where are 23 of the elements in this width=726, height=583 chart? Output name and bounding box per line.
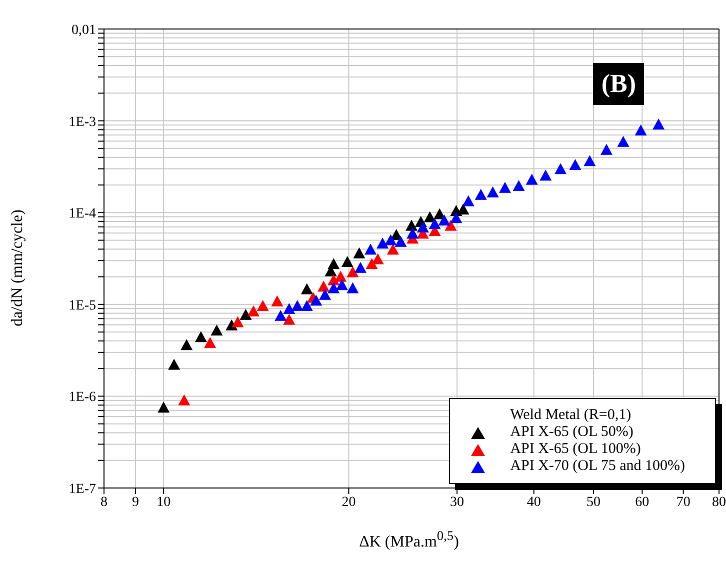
- y-tick-label: 1E-6: [68, 390, 96, 406]
- x-tick-label: 30: [450, 494, 464, 510]
- x-tick-label: 10: [156, 494, 171, 510]
- x-tick-label: 40: [526, 494, 541, 510]
- x-axis-title: ΔK (MPa.m$^{0,5}$): [358, 528, 460, 552]
- legend-label: API X-70 (OL 75 and 100%): [510, 458, 685, 475]
- x-tick-label: 60: [635, 494, 650, 510]
- y-tick-label: 1E-4: [68, 206, 96, 222]
- x-tick-label: 50: [586, 494, 600, 510]
- x-tick-label: 70: [676, 494, 690, 510]
- x-tick-label: 8: [100, 494, 108, 510]
- y-tick-label: 0,01: [72, 22, 96, 38]
- legend-title: Weld Metal (R=0,1): [509, 407, 632, 424]
- y-tick-label: 1E-5: [68, 298, 96, 314]
- x-tick-label: 9: [132, 494, 139, 510]
- x-tick-label: 80: [712, 494, 726, 510]
- legend-label: API X-65 (OL 50%): [510, 424, 634, 441]
- y-tick-label: 1E-3: [68, 114, 96, 130]
- annotation: (B): [593, 63, 644, 105]
- legend-label: API X-65 (OL 100%): [510, 441, 641, 458]
- y-axis-title: da/dN (mm/cycle): [9, 210, 27, 326]
- x-tick-label: 20: [342, 494, 356, 510]
- y-tick-label: 1E-7: [68, 482, 96, 497]
